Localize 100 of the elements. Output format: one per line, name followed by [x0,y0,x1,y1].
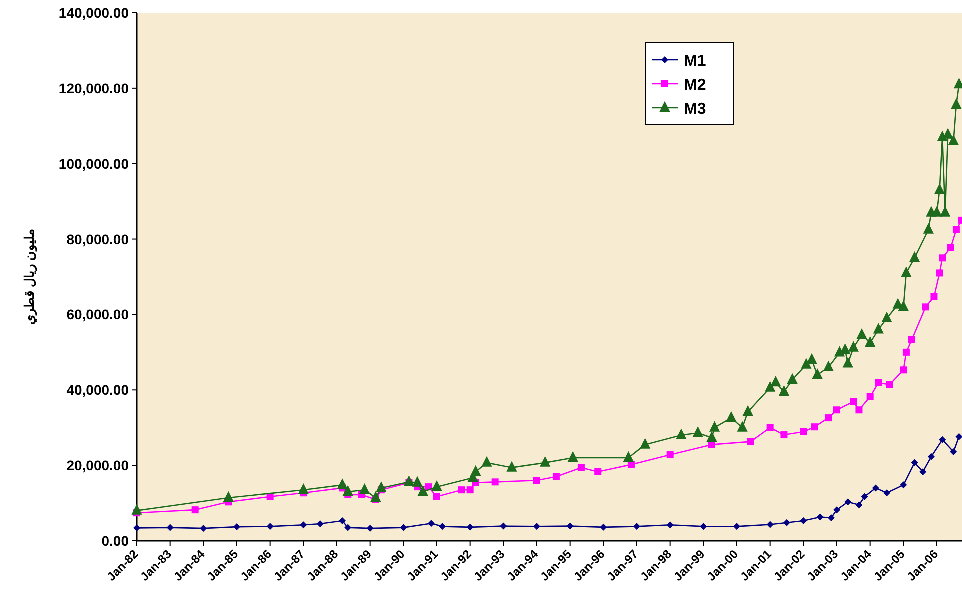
y-tick-label: 40,000.00 [66,382,130,398]
point [344,524,352,532]
point [743,406,754,416]
point [924,224,934,234]
point [500,522,508,530]
point [360,484,370,494]
point [865,337,876,347]
point [934,184,945,194]
point [844,498,852,506]
point [666,452,674,459]
y-tick-label: 20,000.00 [66,458,130,474]
point [901,267,912,278]
point [166,524,174,532]
point [920,468,927,476]
point [765,382,776,392]
point [134,524,140,532]
point [834,406,840,414]
point [922,304,930,311]
legend-label: M1 [684,53,706,70]
point [950,448,958,456]
point [552,473,560,480]
point [886,381,894,388]
point [872,484,880,492]
point [856,406,863,414]
point [566,522,574,530]
point [952,226,960,234]
point [339,518,346,525]
point [766,424,774,432]
point [540,456,550,467]
point [911,459,918,466]
point [956,433,962,440]
point [770,376,781,387]
point [428,520,435,528]
y-tick-label: 60,000.00 [66,306,130,323]
legend-label: M2 [684,77,706,94]
point [947,244,954,252]
point [843,358,854,368]
point [507,462,517,472]
point [404,476,414,486]
point [343,486,354,496]
point [300,522,308,529]
point [710,422,720,432]
point [200,525,208,532]
point [882,312,892,322]
point [948,135,959,146]
point [412,476,423,487]
point [482,456,492,467]
point [951,99,962,110]
point [816,514,824,521]
y-tick-label: 80,000.00 [66,231,130,248]
point [898,301,909,312]
point [834,506,840,514]
point [788,374,798,384]
point [578,464,585,472]
point [800,518,808,525]
point [266,523,274,530]
point [628,461,635,468]
point [568,452,578,462]
point [866,393,874,400]
point [939,436,946,444]
point [902,348,910,356]
y-tick-label: 120,000.00 [58,80,130,96]
point [828,514,835,522]
point [634,523,640,530]
point [439,523,446,530]
point [466,486,474,494]
point [848,342,859,352]
point [693,427,704,438]
point [400,524,408,532]
point [534,477,540,484]
point [900,366,908,374]
point [766,521,774,528]
point [900,482,908,489]
point [928,453,935,460]
point [812,369,823,380]
point [338,479,348,490]
point [234,524,240,531]
point [930,293,938,300]
point [676,429,686,440]
point [856,502,863,509]
point [800,428,808,436]
point [594,468,602,476]
point [470,466,481,476]
point [940,206,950,217]
point [370,492,381,502]
point [726,412,736,422]
point [376,482,386,492]
y-tick-label: 100,000.00 [58,156,130,172]
point [874,324,884,334]
point [434,493,440,500]
point [624,452,634,462]
point [779,386,790,396]
point [708,441,716,448]
point [857,329,867,340]
point [807,354,817,364]
point [458,486,466,494]
point [875,379,882,386]
point [939,254,946,262]
point [298,484,309,494]
point [534,523,540,530]
